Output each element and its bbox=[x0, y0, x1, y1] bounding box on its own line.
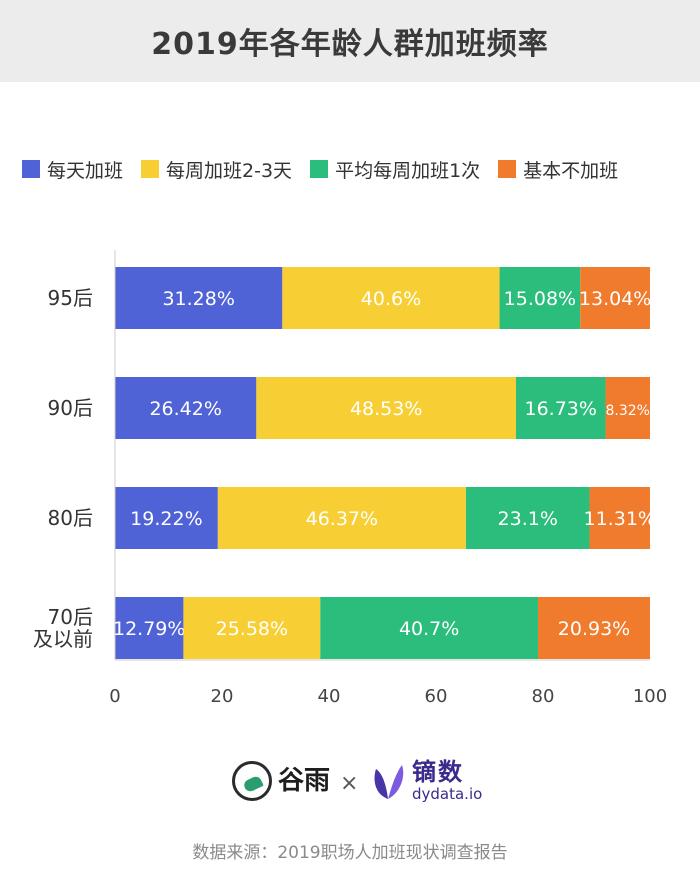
bar-segment bbox=[605, 377, 650, 439]
dydata-logo-url: dydata.io bbox=[412, 785, 483, 803]
title-band: 2019年各年龄人群加班频率 bbox=[0, 0, 700, 82]
data-label: 23.1% bbox=[498, 508, 558, 530]
data-label: 40.7% bbox=[399, 618, 459, 640]
times-sign: × bbox=[340, 771, 359, 796]
data-label: 15.08% bbox=[504, 288, 576, 310]
data-label: 31.28% bbox=[162, 288, 234, 310]
data-label: 40.6% bbox=[361, 288, 421, 310]
bar-segment bbox=[538, 597, 650, 659]
data-source-note: 数据来源：2019职场人加班现状调查报告 bbox=[192, 843, 508, 863]
bar-segment bbox=[115, 487, 218, 549]
legend-swatch-weekly-once bbox=[310, 160, 329, 178]
data-label: 25.58% bbox=[216, 618, 288, 640]
bar-segment bbox=[320, 597, 539, 659]
legend-label-weekly-2-3: 每周加班2-3天 bbox=[166, 159, 293, 182]
x-tick-label: 40 bbox=[318, 686, 341, 707]
data-label: 16.73% bbox=[525, 398, 597, 420]
bar-segment bbox=[465, 487, 590, 549]
bar-segment bbox=[115, 597, 184, 659]
data-label: 8.32% bbox=[606, 403, 650, 419]
x-tick-label: 100 bbox=[633, 686, 667, 707]
bird-icon bbox=[232, 761, 272, 801]
footer-logos: 谷雨 × 镝数 dydata.io bbox=[0, 755, 700, 815]
x-tick-label: 0 bbox=[109, 686, 120, 707]
bar-segment bbox=[183, 597, 321, 659]
category-label: 及以前 bbox=[33, 627, 93, 651]
legend-item-weekly-once: 平均每周加班1次 bbox=[310, 156, 480, 183]
data-label: 26.42% bbox=[149, 398, 221, 420]
data-label: 48.53% bbox=[350, 398, 422, 420]
bar-segment bbox=[499, 267, 581, 329]
x-tick-label: 20 bbox=[211, 686, 234, 707]
legend-item-rarely: 基本不加班 bbox=[498, 156, 618, 183]
guyu-logo-text: 谷雨 bbox=[278, 766, 331, 796]
legend-swatch-weekly-2-3 bbox=[141, 160, 160, 178]
butterfly-icon bbox=[374, 765, 404, 799]
data-label: 11.31% bbox=[584, 508, 656, 530]
bar-segment bbox=[515, 377, 606, 439]
data-label: 20.93% bbox=[558, 618, 630, 640]
bar-segment bbox=[282, 267, 500, 329]
legend-label-weekly-once: 平均每周加班1次 bbox=[335, 159, 481, 182]
legend-swatch-daily bbox=[22, 160, 40, 178]
bar-segment bbox=[256, 377, 516, 439]
data-label: 19.22% bbox=[130, 508, 202, 530]
category-label: 90后 bbox=[48, 396, 93, 420]
bar-segment bbox=[115, 267, 283, 329]
x-tick-label: 80 bbox=[532, 686, 555, 707]
legend: 每天加班 每周加班2-3天 平均每周加班1次 基本不加班 bbox=[22, 154, 692, 184]
category-label: 70后 bbox=[48, 605, 93, 629]
category-label: 95后 bbox=[48, 286, 93, 310]
legend-swatch-rarely bbox=[498, 160, 517, 178]
bar-segment bbox=[589, 487, 650, 549]
legend-item-daily: 每天加班 bbox=[22, 156, 123, 183]
stacked-bar-chart: 95后 31.28% 40.6% 15.08% 13.04% 90后 26.42% 48.53… bbox=[33, 250, 667, 707]
chart-title: 2019年各年龄人群加班频率 bbox=[151, 27, 549, 62]
bar-segment bbox=[217, 487, 466, 549]
category-label: 80后 bbox=[48, 506, 93, 530]
bar-segment bbox=[580, 267, 650, 329]
guyu-logo: 谷雨 bbox=[232, 761, 330, 801]
legend-label-rarely: 基本不加班 bbox=[523, 159, 619, 182]
legend-label-daily: 每天加班 bbox=[47, 159, 124, 182]
data-label: 46.37% bbox=[306, 508, 378, 530]
bar-segment bbox=[115, 377, 257, 439]
dydata-logo: 镝数 dydata.io bbox=[370, 759, 482, 803]
x-tick-label: 60 bbox=[425, 686, 448, 707]
dydata-logo-text: 镝数 bbox=[412, 758, 464, 786]
data-label: 12.79% bbox=[113, 618, 185, 640]
legend-item-weekly-2-3: 每周加班2-3天 bbox=[141, 156, 292, 183]
data-label: 13.04% bbox=[579, 288, 651, 310]
